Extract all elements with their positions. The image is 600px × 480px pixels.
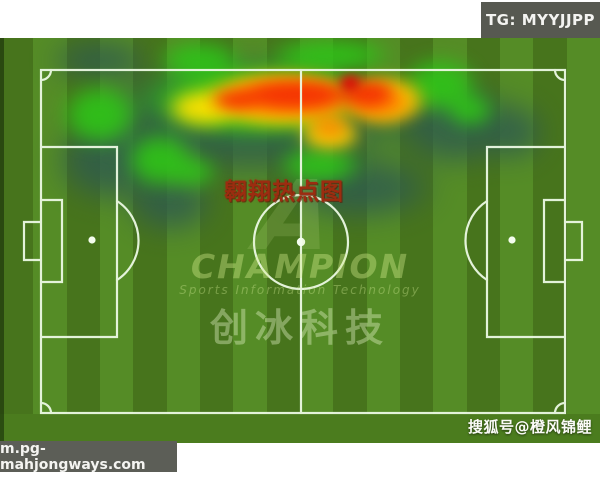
center-circle: [252, 193, 350, 291]
corner-arc-bottom-left: [39, 401, 53, 415]
right-goal: [563, 220, 584, 262]
left-penalty-arc: [115, 199, 140, 282]
corner-arc-top-right: [553, 68, 567, 82]
heat-layer-core: [0, 38, 600, 443]
heat-blob: [199, 85, 275, 115]
pitch-photo: A CHAMPION Sports Information Technology…: [0, 38, 600, 443]
pitch-coordinate-space: A CHAMPION Sports Information Technology…: [0, 38, 600, 443]
right-six-yard-box: [542, 198, 567, 284]
right-penalty-arc: [464, 199, 489, 282]
pitch-markings: [22, 68, 584, 415]
grass-lower-band: [0, 414, 600, 443]
left-penalty-spot: [88, 236, 96, 244]
watermark-brand-chinese: 创冰科技: [209, 306, 390, 350]
site-url-badge: m.pg-mahjongways.com: [0, 441, 177, 473]
grass-stripe: [566, 38, 600, 443]
heatmap-layer: [0, 38, 600, 443]
heat-blob: [150, 150, 230, 194]
telegram-badge: TG: MYYJJPP: [481, 2, 600, 38]
heatmap-title-watermark: 翱翔热点图: [224, 179, 344, 205]
left-six-yard-box: [39, 198, 64, 284]
heat-blob: [435, 85, 505, 135]
watermark-brand: CHAMPION: [190, 247, 410, 286]
photo-left-edge-shadow: [0, 38, 4, 443]
right-penalty-box: [485, 145, 567, 339]
corner-arc-top-left: [39, 68, 53, 82]
heat-blob: [334, 70, 366, 96]
left-penalty-box: [39, 145, 119, 339]
sohu-credit-text: 搜狐号@橙风锦鲤: [467, 418, 592, 436]
watermark-tagline: Sports Information Technology: [179, 283, 421, 297]
corner-arc-bottom-right: [553, 401, 567, 415]
center-spot: [296, 237, 306, 247]
touchline-rect: [39, 68, 567, 415]
right-penalty-spot: [508, 236, 516, 244]
left-goal: [22, 220, 43, 262]
